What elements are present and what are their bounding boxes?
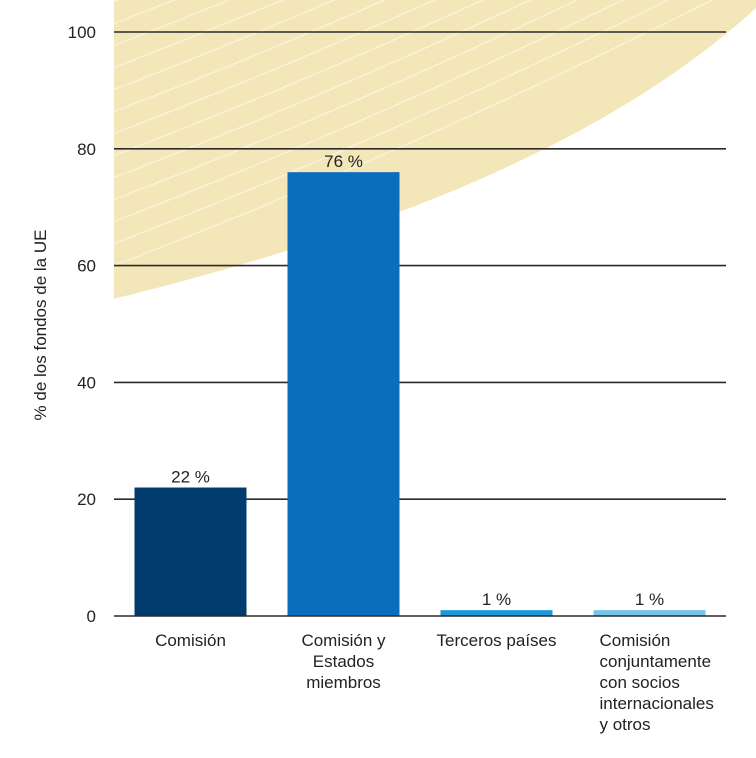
category-label-line: Comisión y [301, 631, 386, 650]
category-label-line: Comisión [600, 631, 671, 650]
background-wave-line [114, 0, 436, 135]
category-label: Terceros países [437, 631, 557, 650]
category-label-line: Comisión [155, 631, 226, 650]
background-wave-line [114, 0, 670, 245]
y-axis-ticks: 0 20 40 60 80 100 [68, 23, 96, 626]
background-wave-line [114, 0, 485, 157]
bar [287, 172, 400, 616]
y-axis-title: % de los fondos de la UE [31, 230, 50, 421]
category-label: Comisión y Estados miembros [301, 631, 386, 692]
data-label: 1 % [635, 590, 664, 609]
category-label-line: con socios [600, 673, 680, 692]
category-label: Comisión conjuntamente con socios internaci… [600, 631, 714, 734]
category-label-line: Estados [313, 652, 374, 671]
data-label: 76 % [324, 152, 363, 171]
y-tick-label: 60 [77, 257, 96, 276]
category-label: Comisión [155, 631, 226, 650]
bar [440, 610, 553, 616]
y-tick-label: 20 [77, 490, 96, 509]
category-label-line: internacionales [600, 694, 714, 713]
category-label-line: conjuntamente [600, 652, 712, 671]
category-label-line: miembros [306, 673, 381, 692]
category-labels: Comisión Comisión y Estados miembros Tercero… [155, 631, 714, 734]
y-tick-label: 100 [68, 23, 96, 42]
background-wave-line [114, 0, 579, 201]
data-label: 22 % [171, 468, 210, 487]
data-label: 1 % [482, 590, 511, 609]
y-tick-label: 80 [77, 140, 96, 159]
y-tick-label: 0 [87, 607, 96, 626]
background-wave-line [114, 0, 625, 223]
background-wave-line [114, 0, 387, 113]
bar [593, 610, 706, 616]
bars [134, 172, 706, 616]
grid-lines [114, 31, 726, 501]
background-wave-line [114, 0, 532, 179]
category-label-line: Terceros países [437, 631, 557, 650]
y-tick-label: 40 [77, 373, 96, 392]
data-labels: 22 % 76 % 1 % 1 % [171, 152, 664, 609]
bar [134, 487, 247, 616]
category-label-line: y otros [600, 715, 651, 734]
